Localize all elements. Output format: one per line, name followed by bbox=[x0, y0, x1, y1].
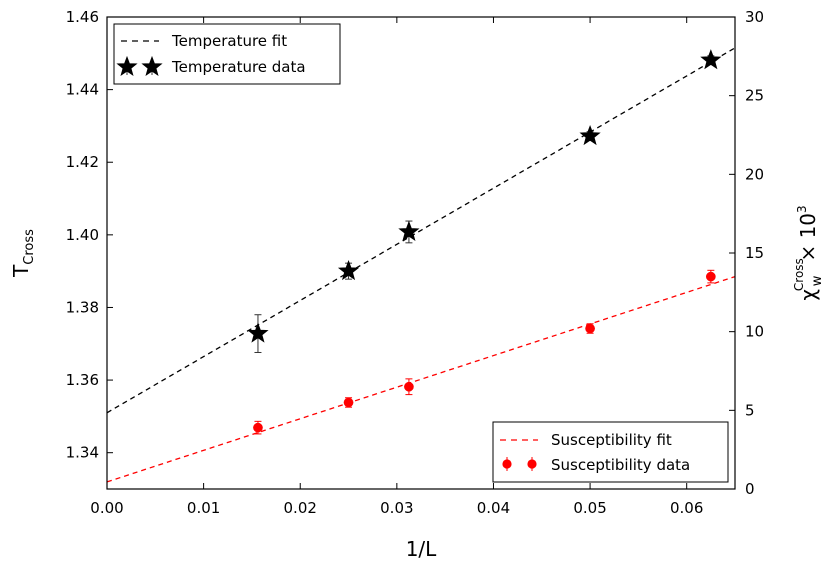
y-tick-label: 1.36 bbox=[66, 371, 99, 389]
legend-circle-marker bbox=[527, 459, 537, 469]
temperature-point bbox=[337, 260, 360, 281]
legend-temperature-data-label: Temperature data bbox=[171, 58, 306, 76]
y-tick-label: 1.34 bbox=[66, 444, 99, 462]
temperature-point bbox=[579, 124, 601, 146]
temperature-point bbox=[398, 220, 420, 241]
temperature-point bbox=[247, 322, 269, 343]
y2-axis-title-suffix: × 10 bbox=[796, 213, 820, 262]
fit-line-temperature bbox=[106, 47, 736, 414]
x-tick-label: 0.04 bbox=[477, 499, 510, 517]
y2-axis-title-suffix-sup: 3 bbox=[795, 205, 809, 213]
y-axis-title: TCross bbox=[9, 229, 37, 278]
legend-susceptibility-data-swatch bbox=[502, 457, 537, 471]
y-tick-label: 1.44 bbox=[66, 81, 99, 99]
y2-tick-label: 0 bbox=[745, 480, 755, 498]
y-axis-title-sub: Cross bbox=[22, 229, 37, 265]
y-tick-label: 1.38 bbox=[66, 298, 99, 316]
y2-tick-label: 5 bbox=[745, 401, 755, 419]
x-tick-label: 0.05 bbox=[573, 499, 606, 517]
legend-star-marker bbox=[141, 55, 163, 77]
y2-tick-label: 25 bbox=[745, 87, 764, 105]
y-axis-title-main: T bbox=[9, 264, 33, 278]
x-tick-label: 0.06 bbox=[670, 499, 703, 517]
y2-tick-label: 30 bbox=[745, 8, 764, 26]
legend-temperature-data-swatch bbox=[116, 55, 163, 77]
susceptibility-point bbox=[705, 271, 716, 282]
y-tick-label: 1.46 bbox=[66, 8, 99, 26]
x-axis-title: 1/L bbox=[406, 537, 437, 561]
susceptibility-point bbox=[404, 381, 414, 392]
legend-star-marker bbox=[116, 55, 138, 77]
susceptibility-point bbox=[253, 422, 263, 433]
legend-susceptibility-data-label: Susceptibility data bbox=[551, 456, 690, 474]
susceptibility-point bbox=[585, 323, 595, 334]
temperature-point bbox=[700, 49, 722, 70]
y2-tick-label: 20 bbox=[745, 165, 764, 183]
y2-axis-title-sup: Cross bbox=[792, 258, 806, 291]
x-tick-label: 0.01 bbox=[187, 499, 220, 517]
svg-text:TCross: TCross bbox=[9, 229, 37, 278]
y2-tick-label: 10 bbox=[745, 323, 764, 341]
y2-axis-title-sub: w bbox=[810, 275, 825, 286]
fit-line-susceptibility bbox=[106, 275, 736, 483]
y2-axis-title: χCross w × 103 bbox=[792, 205, 825, 300]
legend-susceptibility: Susceptibility fit Susceptibility data bbox=[492, 421, 729, 483]
plot-area bbox=[107, 17, 735, 489]
legend-susceptibility-box bbox=[492, 421, 729, 483]
x-tick-label: 0.02 bbox=[284, 499, 317, 517]
y2-tick-label: 15 bbox=[745, 244, 764, 262]
x-tick-label: 0.03 bbox=[380, 499, 413, 517]
y2-axis-title-main: χ bbox=[796, 289, 820, 301]
legend-temperature: Temperature fit Temperature data bbox=[113, 23, 341, 85]
susceptibility-point bbox=[343, 397, 354, 408]
y-tick-label: 1.40 bbox=[66, 226, 99, 244]
legend-circle-marker bbox=[502, 459, 512, 469]
x-tick-label: 0.00 bbox=[90, 499, 123, 517]
legend-susceptibility-fit-label: Susceptibility fit bbox=[551, 431, 672, 449]
y-tick-label: 1.42 bbox=[66, 153, 99, 171]
legend-temperature-fit-label: Temperature fit bbox=[171, 32, 287, 50]
